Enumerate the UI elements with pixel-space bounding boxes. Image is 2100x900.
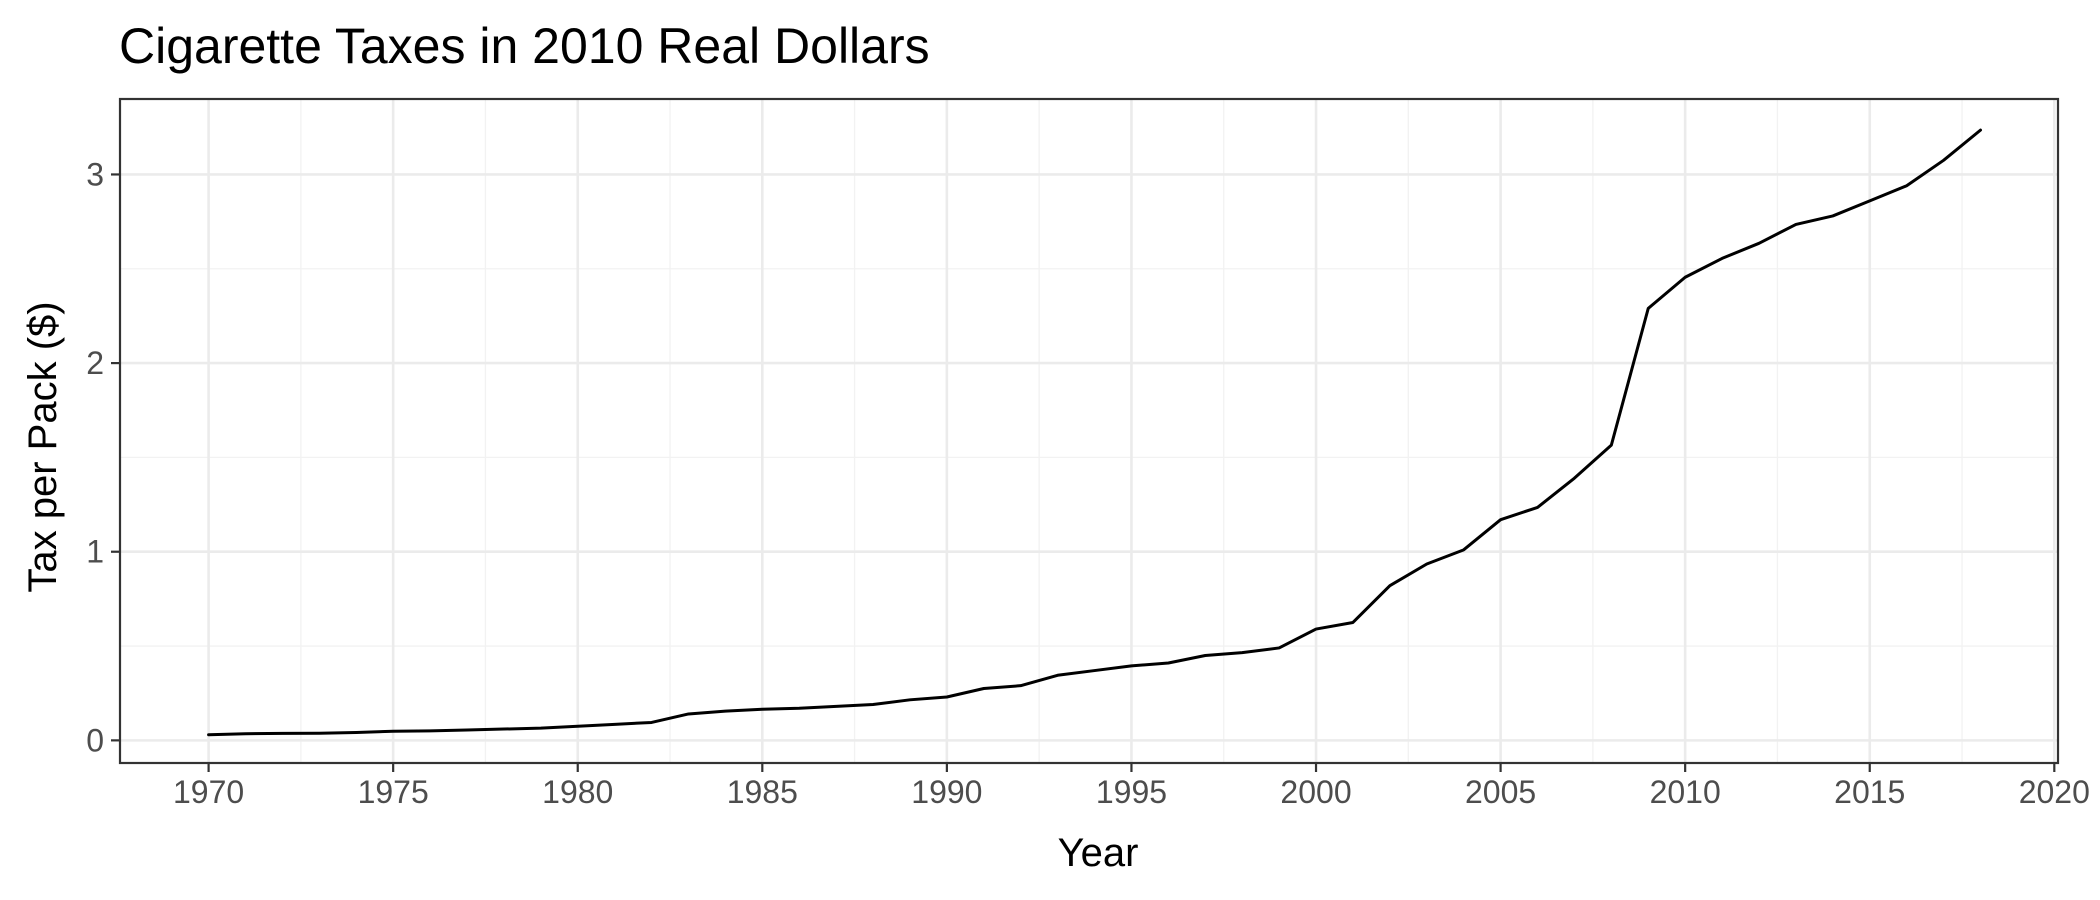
tax-series-line [207, 128, 1982, 737]
x-tick-label: 1995 [1096, 774, 1167, 810]
y-axis-ticks: 0 1 2 3 [86, 156, 120, 758]
x-tick-label: 1980 [542, 774, 613, 810]
x-tick-label: 2005 [1465, 774, 1536, 810]
x-axis-title: Year [1058, 831, 1139, 875]
y-tick-label: 1 [86, 534, 104, 570]
y-tick-label: 0 [86, 722, 104, 758]
minor-gridlines [120, 99, 2058, 763]
major-gridlines [120, 99, 2058, 763]
y-axis-title: Tax per Pack ($) [21, 301, 65, 592]
x-tick-label: 2015 [1834, 774, 1905, 810]
x-tick-label: 1990 [911, 774, 982, 810]
x-tick-label: 2020 [2019, 774, 2090, 810]
y-tick-label: 2 [86, 345, 104, 381]
x-tick-label: 1970 [173, 774, 244, 810]
x-tick-label: 2000 [1280, 774, 1351, 810]
x-axis-ticks: 1970 1975 1980 1985 1990 1995 2000 2005 2010 2015… [173, 763, 2090, 810]
x-tick-label: 2010 [1650, 774, 1721, 810]
chart-title: Cigarette Taxes in 2010 Real Dollars [119, 18, 930, 74]
x-tick-label: 1975 [358, 774, 429, 810]
plot-panel-border [118, 97, 2060, 765]
x-tick-label: 1985 [727, 774, 798, 810]
y-tick-label: 3 [86, 156, 104, 192]
